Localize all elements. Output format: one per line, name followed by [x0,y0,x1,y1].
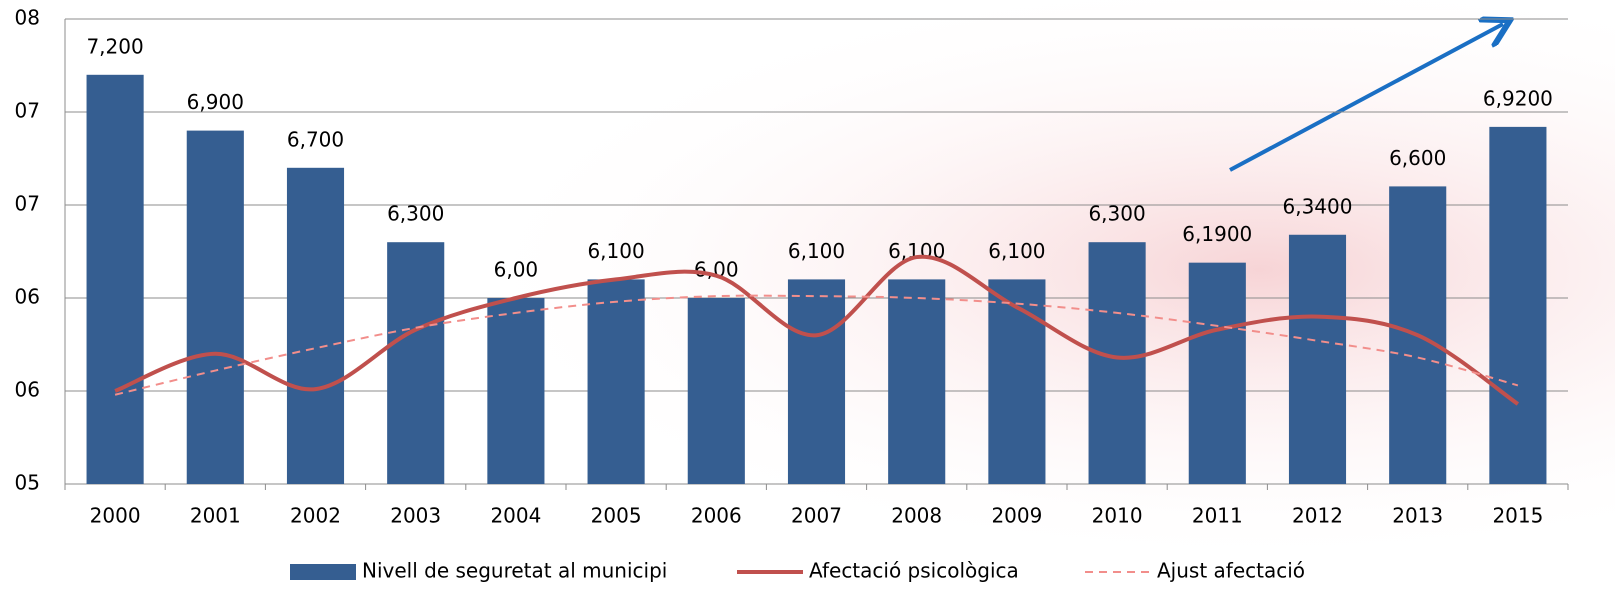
value-label: 6,00 [694,258,739,282]
value-label: 6,9200 [1483,86,1553,110]
bar [687,298,745,484]
y-tick-label: 07 [15,99,40,123]
value-label: 6,100 [788,239,845,263]
line [114,254,1520,406]
bar [387,242,445,484]
value-label: 6,1900 [1182,222,1252,246]
bar [587,279,645,484]
x-tick-label: 2015 [1492,504,1543,528]
value-label: 6,300 [387,202,444,226]
x-tick-label: 2008 [891,504,942,528]
value-label: 7,200 [86,34,143,58]
bar [86,74,144,485]
value-label: 6,00 [494,258,539,282]
x-tick-label: 2000 [90,504,141,528]
bar [1088,242,1146,484]
legend-swatch [290,564,356,580]
bar [1188,262,1246,484]
value-label: 6,700 [287,127,344,151]
bar [888,279,946,484]
x-tick-label: 2005 [591,504,642,528]
bar [988,279,1046,484]
x-tick-label: 2006 [691,504,742,528]
x-tick-label: 2010 [1092,504,1143,528]
value-label: 6,100 [988,239,1045,263]
y-tick-label: 08 [15,6,40,30]
x-tick-label: 2011 [1192,504,1243,528]
x-tick-label: 2009 [991,504,1042,528]
bar [286,167,345,485]
bar [186,130,244,484]
value-label: 6,300 [1088,202,1145,226]
y-tick-label: 07 [15,192,40,216]
bar [1489,126,1547,484]
value-label: 6,100 [587,239,644,263]
x-tick-label: 2003 [390,504,441,528]
bar [1288,234,1347,484]
value-label: 6,900 [187,90,244,114]
legend-label: Ajust afectació [1157,559,1305,583]
value-label: 6,600 [1389,146,1446,170]
x-tick-label: 2012 [1292,504,1343,528]
x-tick-label: 2002 [290,504,341,528]
bar [487,298,545,484]
y-tick-label: 05 [15,471,40,495]
x-tick-label: 2001 [190,504,241,528]
x-tick-label: 2013 [1392,504,1443,528]
y-tick-label: 06 [15,378,40,402]
legend-label: Nivell de seguretat al municipi [362,559,667,583]
value-label: 6,3400 [1283,194,1353,218]
trend-line [114,294,1519,396]
trend-arrow [1229,24,1503,172]
bar [787,279,846,484]
x-tick-label: 2004 [490,504,541,528]
y-tick-label: 06 [15,285,40,309]
legend-label: Afectació psicològica [809,559,1019,583]
x-tick-label: 2007 [791,504,842,528]
